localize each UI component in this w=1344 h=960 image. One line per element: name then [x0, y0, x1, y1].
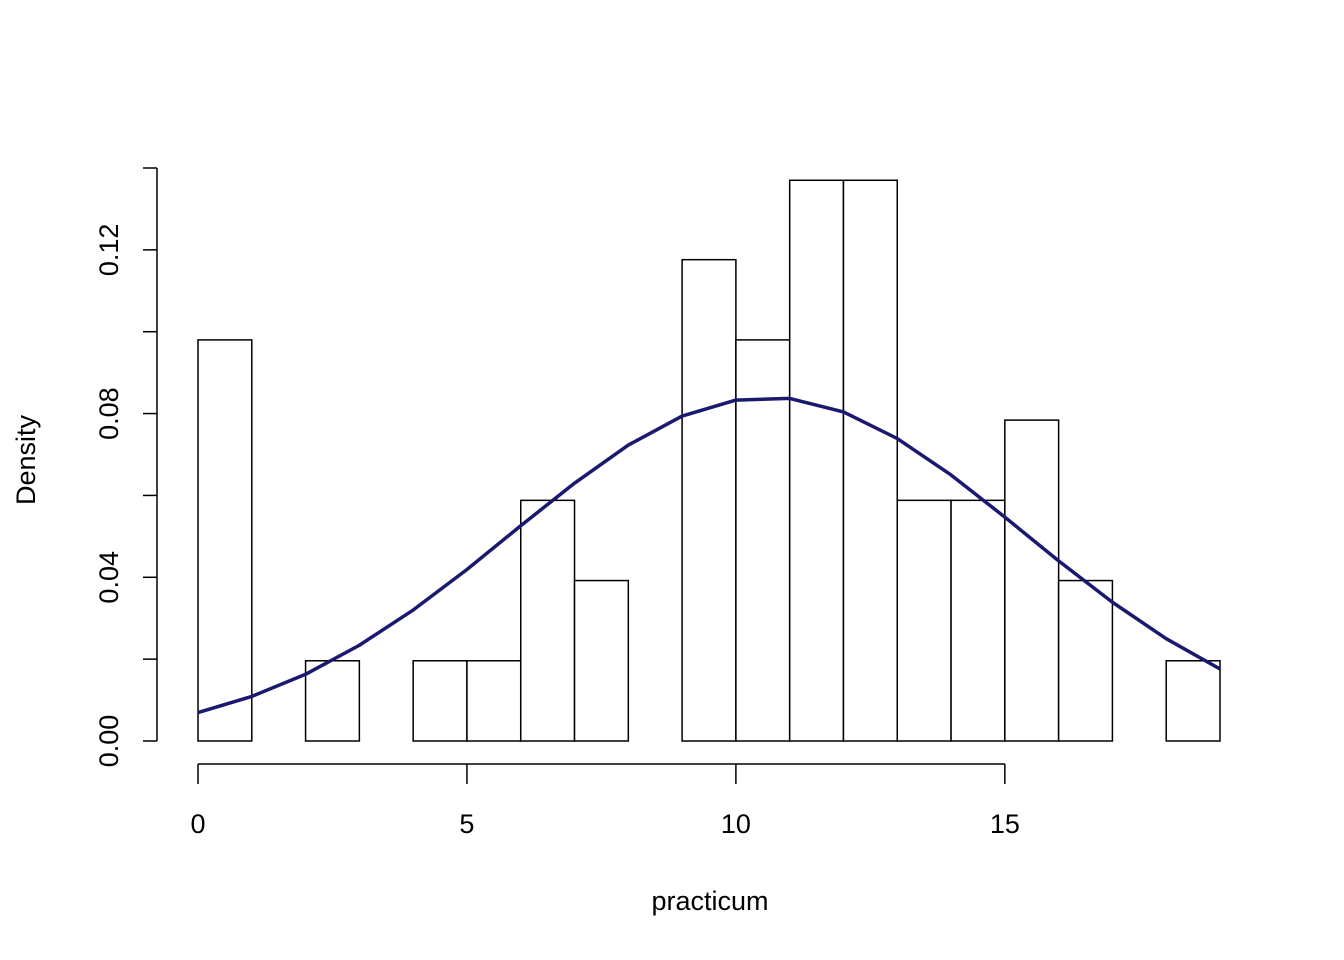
- bar: [1165, 660, 1221, 742]
- x-axis-label: practicum: [651, 886, 768, 916]
- y-tick-label: 0.08: [94, 387, 124, 440]
- density-curve: [197, 396, 1221, 715]
- bar: [304, 660, 361, 742]
- y-tick-label: 0.00: [94, 715, 124, 768]
- bar: [681, 258, 737, 742]
- bar: [197, 339, 253, 742]
- bar: [573, 579, 630, 742]
- bar: [950, 499, 1006, 742]
- x-tick-label: 5: [459, 809, 474, 839]
- bar: [1057, 579, 1114, 742]
- bar: [896, 499, 952, 742]
- x-tick-label: 10: [721, 809, 751, 839]
- x-tick-label: 0: [190, 809, 205, 839]
- y-tick-label: 0.12: [94, 224, 124, 277]
- bar: [1004, 419, 1060, 742]
- y-axis-label: Density: [11, 414, 41, 505]
- y-tick-label: 0.04: [94, 551, 124, 604]
- bar: [412, 660, 468, 742]
- bar: [842, 179, 899, 742]
- bar: [519, 499, 576, 742]
- bar: [466, 660, 522, 742]
- bar: [788, 179, 845, 742]
- x-tick-label: 15: [990, 809, 1020, 839]
